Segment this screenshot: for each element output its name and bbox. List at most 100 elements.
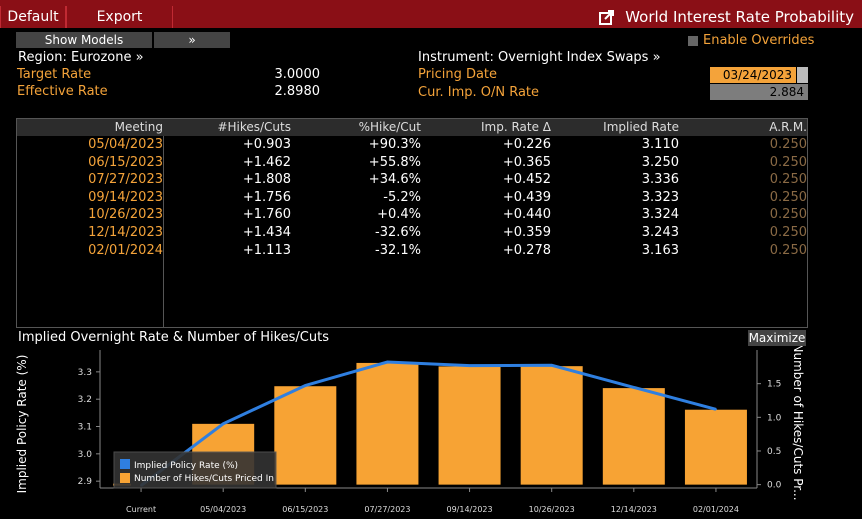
table-cell: +0.439 (502, 189, 551, 205)
instrument-selector[interactable]: Instrument: Overnight Index Swaps » (418, 50, 661, 65)
export-button[interactable]: Export (66, 6, 173, 28)
show-models-button[interactable]: Show Models (16, 32, 152, 48)
y-axis-title: Implied Policy Rate (%) (15, 355, 29, 494)
x-tick-label: Current (126, 505, 156, 514)
table-cell: +0.278 (502, 242, 551, 258)
chart-area: 2.9 3.0 3.1 3.2 3.3 0.0 0.5 1.0 1.5 Current 05/04/… (15, 346, 805, 514)
series-line (140, 360, 717, 487)
region-selector[interactable]: Region: Eurozone » (18, 50, 144, 65)
legend-swatch-line (120, 459, 130, 469)
pricing-date-label: Pricing Date (418, 67, 498, 82)
bar (274, 386, 337, 485)
table-cell: 0.250 (769, 137, 807, 152)
x-tick-label: 02/01/2024 (693, 505, 739, 514)
y-tick-label: 2.9 (78, 477, 93, 487)
x-tick-label: 12/14/2023 (611, 505, 657, 514)
y2-axis-title: Number of Hikes/Cuts Pr... (791, 346, 805, 501)
table-cell: +1.760 (242, 207, 291, 223)
table-cell: +1.756 (242, 189, 291, 205)
line-point (550, 364, 553, 367)
legend-label-bar: Number of Hikes/Cuts Priced In (134, 474, 274, 484)
line-point (222, 422, 225, 425)
table-cell: +55.8% (368, 154, 421, 170)
target-rate-value: 3.0000 (274, 67, 321, 82)
table-cell: -32.1% (375, 242, 421, 258)
table-cell: 0.250 (769, 242, 807, 258)
legend-swatch-bar (120, 473, 130, 483)
line-point (386, 361, 389, 364)
column-divider (163, 136, 164, 328)
table-cell: -5.2% (383, 189, 421, 205)
table-cell: 3.336 (641, 172, 679, 188)
bar (684, 409, 747, 485)
expand-button[interactable]: » (154, 32, 230, 48)
table-cell: -32.6% (375, 225, 421, 240)
table-cell: 0.250 (769, 207, 807, 223)
table-cell: +0.452 (502, 172, 551, 188)
col-meeting[interactable]: Meeting (114, 120, 163, 134)
table-cell: 0.250 (769, 154, 807, 170)
calendar-icon[interactable] (797, 67, 808, 83)
enable-overrides-checkbox[interactable] (688, 36, 698, 46)
effective-rate-value: 2.8980 (274, 84, 321, 99)
table-cell: 3.250 (641, 154, 679, 170)
table-cell: +0.440 (502, 207, 551, 223)
table-cell: +0.359 (502, 225, 551, 240)
external-link-icon[interactable] (599, 10, 614, 25)
bar (520, 366, 583, 485)
table-cell: 05/04/2023 (88, 137, 163, 152)
bar (356, 362, 419, 485)
x-tick-label: 05/04/2023 (200, 505, 246, 514)
col-arm[interactable]: A.R.M. (769, 120, 807, 134)
top-toolbar: Default Export World Interest Rate Proba… (0, 0, 862, 28)
table-cell: 12/14/2023 (88, 225, 163, 240)
line-point (304, 384, 307, 387)
table-cell: +0.226 (502, 137, 551, 152)
y2-tick-label: 1.0 (767, 413, 782, 423)
table-cell: 3.243 (641, 225, 679, 240)
col-implied-rate[interactable]: Implied Rate (603, 120, 679, 134)
table-cell: 3.323 (641, 189, 679, 205)
table-cell: +1.808 (242, 172, 291, 188)
maximize-button[interactable]: Maximize (748, 330, 806, 346)
table-cell: +34.6% (368, 172, 421, 188)
cur-imp-rate-input[interactable]: 2.884 (710, 84, 808, 100)
table-cell: 07/27/2023 (88, 172, 163, 188)
col-imp-rate-delta[interactable]: Imp. Rate Δ (480, 120, 551, 134)
line-point (468, 364, 471, 367)
effective-rate-label: Effective Rate (17, 84, 108, 99)
cur-imp-rate-label: Cur. Imp. O/N Rate (418, 85, 540, 100)
y-tick-label: 3.0 (78, 450, 93, 460)
table-cell: 06/15/2023 (88, 154, 163, 170)
table-cell: 0.250 (769, 189, 807, 205)
table-cell: 3.163 (641, 242, 679, 258)
table-cell: 09/14/2023 (88, 189, 163, 205)
y-tick-label: 3.1 (78, 423, 92, 433)
enable-overrides-label[interactable]: Enable Overrides (703, 33, 815, 48)
table-cell: 02/01/2024 (88, 242, 163, 258)
table-cell: +1.434 (242, 225, 291, 240)
table-cell: 10/26/2023 (88, 207, 163, 223)
meetings-table: Meeting #Hikes/Cuts %Hike/Cut Imp. Rate … (16, 118, 808, 328)
target-rate-label: Target Rate (17, 67, 92, 82)
window-title: World Interest Rate Probability (625, 8, 854, 26)
table-cell: +0.365 (502, 154, 551, 170)
x-tick-label: 10/26/2023 (529, 505, 575, 514)
x-tick-label: 09/14/2023 (447, 505, 493, 514)
col-hikes-cuts[interactable]: #Hikes/Cuts (217, 120, 291, 134)
table-cell: 3.324 (641, 207, 679, 223)
table-cell: +0.903 (242, 137, 291, 152)
line-point (714, 408, 717, 411)
x-tick-label: 06/15/2023 (282, 505, 328, 514)
bar (602, 388, 665, 485)
line-point (632, 386, 635, 389)
default-button[interactable]: Default (0, 6, 66, 28)
legend-label-line: Implied Policy Rate (%) (134, 461, 238, 471)
bar (438, 366, 501, 485)
table-cell: 3.110 (641, 137, 679, 152)
table-cell: 0.250 (769, 225, 807, 240)
col-pct-hike-cut[interactable]: %Hike/Cut (358, 120, 421, 134)
table-cell: +1.462 (242, 154, 291, 170)
pricing-date-input[interactable]: 03/24/2023 (710, 67, 796, 83)
y2-tick-label: 0.0 (767, 481, 782, 491)
